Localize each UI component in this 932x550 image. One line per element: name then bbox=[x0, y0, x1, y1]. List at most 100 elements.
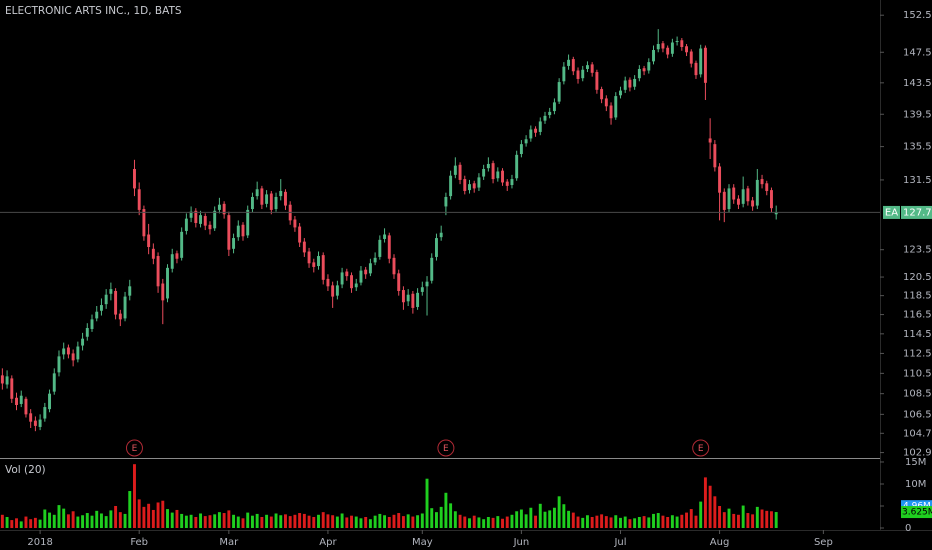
volume-bar bbox=[373, 515, 377, 528]
y-tick-label: 108.50 bbox=[903, 389, 932, 400]
candle-body bbox=[557, 82, 561, 102]
candle-body bbox=[463, 179, 467, 191]
volume-bar bbox=[43, 509, 47, 528]
volume-bar bbox=[298, 513, 302, 528]
volume-title: Vol (20) bbox=[5, 464, 46, 476]
volume-bar bbox=[675, 516, 679, 528]
y-tick-label: 104.70 bbox=[903, 428, 932, 439]
candle-body bbox=[689, 51, 693, 64]
candle-body bbox=[123, 296, 127, 319]
volume-bar bbox=[434, 512, 438, 528]
candle-body bbox=[43, 407, 47, 419]
candle-body bbox=[326, 278, 330, 287]
candle-body bbox=[425, 281, 429, 287]
volume-bar bbox=[246, 512, 250, 528]
candle-body bbox=[222, 203, 226, 215]
volume-bar bbox=[274, 513, 278, 528]
candle-body bbox=[364, 269, 368, 275]
volume-bar bbox=[326, 514, 330, 528]
volume-bar bbox=[114, 505, 118, 528]
last-price-tag: 127.71 bbox=[903, 207, 932, 218]
candle-body bbox=[543, 115, 547, 121]
x-tick-label: Jul bbox=[613, 537, 626, 548]
x-tick-label: Mar bbox=[219, 537, 239, 548]
candle-body bbox=[62, 348, 66, 355]
y-tick-label: 131.50 bbox=[903, 175, 932, 186]
volume-bar bbox=[175, 509, 179, 528]
volume-bar bbox=[222, 513, 226, 528]
candle-body bbox=[104, 294, 108, 305]
volume-bar bbox=[765, 510, 769, 528]
volume-bar bbox=[265, 514, 269, 528]
candle-body bbox=[241, 224, 245, 237]
symbol-tag: EA bbox=[885, 207, 898, 218]
candle-body bbox=[576, 70, 580, 79]
candle-body bbox=[345, 271, 349, 277]
volume-bar bbox=[71, 511, 75, 528]
volume-bar bbox=[420, 513, 424, 528]
volume-bar bbox=[656, 513, 660, 528]
volume-bar bbox=[472, 515, 476, 528]
volume-bar bbox=[755, 506, 759, 528]
volume-bar bbox=[95, 510, 99, 528]
candle-body bbox=[482, 168, 486, 177]
y-tick-label: 120.50 bbox=[903, 272, 932, 283]
candle-body bbox=[760, 179, 764, 185]
volume-bar bbox=[203, 516, 207, 528]
volume-bar bbox=[453, 511, 457, 528]
volume-bar bbox=[10, 520, 14, 528]
volume-bar bbox=[430, 508, 434, 528]
candle-body bbox=[335, 285, 339, 296]
volume-bar bbox=[217, 512, 221, 528]
volume-bar bbox=[703, 477, 707, 528]
volume-bar bbox=[477, 517, 481, 528]
volume-bar bbox=[151, 509, 155, 528]
volume-bar bbox=[260, 516, 264, 528]
candle-body bbox=[302, 241, 306, 253]
volume-bar bbox=[774, 512, 778, 528]
candle-body bbox=[453, 165, 457, 175]
volume-bar bbox=[241, 518, 245, 528]
volume-bar bbox=[538, 503, 542, 528]
candle-body bbox=[397, 273, 401, 291]
volume-bar bbox=[293, 514, 297, 528]
volume-bar bbox=[354, 516, 358, 528]
candle-body bbox=[350, 275, 353, 289]
candle-body bbox=[133, 168, 136, 189]
candle-body bbox=[76, 346, 80, 360]
candle-body bbox=[15, 397, 18, 405]
candle-body bbox=[99, 305, 103, 311]
volume-bar bbox=[392, 514, 396, 528]
earnings-label: E bbox=[443, 444, 449, 454]
volume-bar bbox=[364, 516, 368, 528]
candle-body bbox=[449, 175, 453, 197]
candle-body bbox=[250, 196, 254, 210]
volume-bar bbox=[345, 517, 349, 528]
candle-body bbox=[708, 138, 712, 143]
candle-body bbox=[227, 215, 231, 250]
candle-body bbox=[567, 59, 571, 66]
candle-body bbox=[670, 42, 674, 54]
volume-bar bbox=[24, 516, 28, 528]
candle-body bbox=[5, 376, 9, 385]
x-tick-label: Aug bbox=[710, 537, 730, 548]
candle-body bbox=[232, 238, 236, 249]
volume-bar bbox=[123, 513, 127, 528]
earnings-marker bbox=[125, 439, 143, 457]
candle-body bbox=[571, 59, 575, 72]
volume-bar bbox=[628, 519, 632, 528]
volume-bar bbox=[741, 505, 745, 528]
volume-bar bbox=[406, 514, 410, 528]
y-tick-label: 118.50 bbox=[903, 291, 932, 302]
candle-body bbox=[260, 188, 264, 205]
candle-body bbox=[274, 196, 278, 210]
volume-bar bbox=[161, 500, 165, 528]
candle-body bbox=[486, 163, 490, 169]
candle-body bbox=[331, 285, 335, 297]
candle-body bbox=[401, 290, 405, 303]
candle-body bbox=[317, 256, 320, 267]
candle-body bbox=[180, 231, 184, 258]
candle-body bbox=[751, 200, 755, 207]
candle-body bbox=[604, 98, 608, 107]
